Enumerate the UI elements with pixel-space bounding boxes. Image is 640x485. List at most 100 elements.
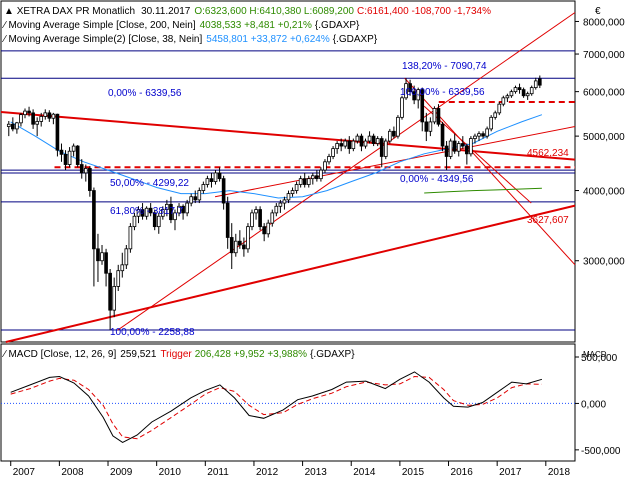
macd-tick-label-2: -500,000 bbox=[581, 446, 621, 457]
year-label-5: 2012 bbox=[256, 467, 279, 478]
candle-body-87 bbox=[359, 135, 364, 147]
candle-body-51 bbox=[213, 172, 218, 182]
macd-lines bbox=[1, 371, 575, 443]
macd-label: MACD [Close, 12, 26, 9] bbox=[8, 349, 116, 360]
candle-body-58 bbox=[242, 244, 246, 250]
candle-body-63 bbox=[262, 226, 266, 235]
macd-header: ∕ MACD [Close, 12, 26, 9] 259,521 Trigger 2… bbox=[1, 349, 355, 360]
price-label-3627: 3627,607 bbox=[527, 215, 569, 226]
candle-body-52 bbox=[217, 172, 222, 180]
candle-body-25 bbox=[108, 272, 112, 311]
candle-body-78 bbox=[323, 161, 327, 171]
candle-body-0 bbox=[6, 123, 11, 127]
candle-body-20 bbox=[88, 168, 92, 191]
price-tick-label-3: 6000,000 bbox=[583, 88, 625, 99]
year-label-8: 2015 bbox=[402, 467, 425, 478]
candle-body-70 bbox=[290, 190, 295, 195]
candles bbox=[6, 75, 542, 331]
moving-averages bbox=[10, 114, 543, 199]
candle-body-81 bbox=[335, 143, 339, 150]
candle-body-39 bbox=[165, 203, 169, 210]
candle-body-114 bbox=[469, 138, 473, 155]
candle-body-75 bbox=[310, 175, 315, 180]
fib-label-top-left: 0,00% - 6339,56 bbox=[108, 88, 182, 99]
year-label-3: 2010 bbox=[159, 467, 182, 478]
candle-body-82 bbox=[339, 143, 344, 147]
candle-body-88 bbox=[363, 140, 368, 147]
macd-trigger-label: Trigger bbox=[160, 349, 192, 360]
candle-body-125 bbox=[513, 87, 518, 93]
candle-body-76 bbox=[315, 175, 319, 180]
candle-body-65 bbox=[270, 212, 275, 224]
candle-body-48 bbox=[201, 184, 206, 191]
candle-body-74 bbox=[306, 178, 311, 185]
candle-body-46 bbox=[193, 196, 198, 201]
main-panel-frame bbox=[0, 0, 576, 343]
candle-body-30 bbox=[128, 226, 133, 250]
macd-axis-title: MACD bbox=[583, 350, 607, 359]
candle-body-120 bbox=[493, 112, 498, 118]
candle-body-131 bbox=[537, 78, 542, 86]
candle-body-26 bbox=[112, 286, 116, 311]
year-label-1: 2008 bbox=[61, 467, 84, 478]
trend-line-0 bbox=[0, 110, 576, 161]
candle-body-80 bbox=[331, 148, 335, 157]
header-ohlc: O:6323,600 H:6410,380 L:6089,200 bbox=[194, 6, 354, 17]
candle-body-71 bbox=[294, 184, 299, 191]
candle-body-107 bbox=[440, 123, 445, 147]
trend-line-1 bbox=[5, 204, 576, 343]
candle-body-62 bbox=[258, 209, 262, 228]
candle-body-73 bbox=[302, 178, 307, 185]
year-label-2: 2009 bbox=[110, 467, 133, 478]
candle-body-72 bbox=[298, 178, 303, 185]
candle-body-116 bbox=[477, 133, 481, 137]
candle-body-128 bbox=[525, 93, 530, 97]
candle-body-9 bbox=[43, 112, 48, 117]
candle-body-99 bbox=[408, 83, 412, 93]
candle-body-59 bbox=[246, 226, 250, 250]
macd-tick-label-1: 0,000 bbox=[581, 399, 606, 410]
candle-body-115 bbox=[473, 135, 477, 139]
year-label-7: 2014 bbox=[353, 467, 376, 478]
candle-body-37 bbox=[156, 215, 161, 228]
candle-body-10 bbox=[47, 112, 52, 119]
trend-lines bbox=[0, 12, 576, 343]
header-date: 30.11.2017 bbox=[141, 6, 191, 17]
header-line-1: ▲ XETRA DAX PR Monatlich 30.11.2017 O:6323… bbox=[4, 6, 491, 17]
ma200-symbol: {.GDAXP} bbox=[315, 20, 360, 31]
ma200-values: 4038,533 +8,481 +0,21% bbox=[200, 20, 312, 31]
ma38-values: 5458,801 +33,872 +0,624% bbox=[206, 34, 330, 45]
candle-body-60 bbox=[250, 212, 254, 228]
candle-body-43 bbox=[181, 205, 185, 214]
candle-body-130 bbox=[533, 80, 538, 89]
candle-body-102 bbox=[420, 89, 425, 123]
ma200-marker: ∕ bbox=[1, 20, 8, 31]
candle-body-29 bbox=[124, 248, 129, 266]
fib-label-138: 138,20% - 7090,74 bbox=[402, 61, 487, 72]
candle-body-69 bbox=[286, 193, 291, 201]
candle-body-8 bbox=[39, 116, 44, 122]
candle-body-127 bbox=[521, 89, 526, 97]
candle-body-108 bbox=[444, 145, 449, 157]
candle-body-109 bbox=[448, 140, 453, 157]
candle-body-50 bbox=[209, 178, 214, 182]
macd-line bbox=[10, 371, 543, 443]
candle-body-95 bbox=[392, 130, 396, 137]
candle-body-22 bbox=[96, 248, 100, 262]
candle-body-66 bbox=[274, 205, 279, 214]
candle-body-4 bbox=[23, 110, 27, 116]
candle-body-121 bbox=[497, 103, 502, 114]
candle-body-92 bbox=[379, 138, 384, 157]
candle-body-91 bbox=[375, 138, 380, 144]
candle-body-5 bbox=[27, 110, 31, 114]
candle-body-111 bbox=[456, 143, 461, 152]
candle-body-19 bbox=[83, 168, 88, 174]
candle-body-27 bbox=[116, 270, 121, 287]
macd-trigger-values: 206,428 +9,952 +3,988% bbox=[195, 349, 307, 360]
candle-body-124 bbox=[509, 91, 514, 97]
candle-body-24 bbox=[104, 252, 108, 274]
ma38-label: Moving Average Simple(2) [Close, 38, Nei… bbox=[8, 34, 202, 45]
price-tick-label-1: 4000,000 bbox=[583, 187, 625, 198]
candle-body-103 bbox=[424, 121, 429, 132]
